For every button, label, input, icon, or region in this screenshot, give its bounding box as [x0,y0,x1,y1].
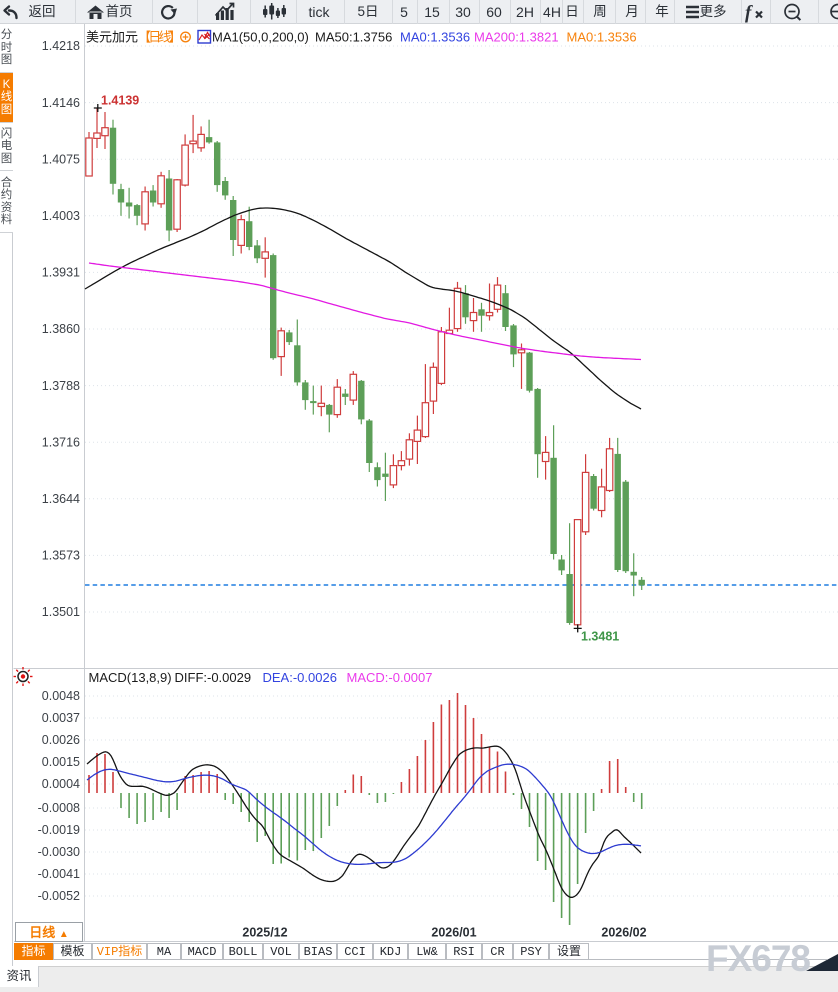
svg-text:1.3573: 1.3573 [42,549,80,563]
svg-text:MA50:1.3756: MA50:1.3756 [315,30,392,45]
svg-text:-0.0019: -0.0019 [38,823,80,837]
svg-text:MA200:1.3821: MA200:1.3821 [474,30,559,45]
svg-text:2026/02: 2026/02 [601,926,646,940]
svg-text:1.3644: 1.3644 [42,492,80,506]
svg-text:【日线】: 【日线】 [138,30,179,45]
svg-text:美元加元: 美元加元 [86,30,138,45]
svg-text:DEA:-0.0026: DEA:-0.0026 [263,670,337,685]
svg-text:0.0037: 0.0037 [42,711,80,725]
svg-text:0.0048: 0.0048 [42,689,80,703]
svg-text:f: f [745,3,753,24]
svg-text:1.4075: 1.4075 [42,152,80,166]
svg-text:0.0026: 0.0026 [42,733,80,747]
svg-text:1.3716: 1.3716 [42,435,80,449]
svg-text:1.3860: 1.3860 [42,322,80,336]
svg-text:0.0015: 0.0015 [42,755,80,769]
svg-text:1.3788: 1.3788 [42,379,80,393]
svg-text:1.3501: 1.3501 [42,605,80,619]
svg-text:-0.0030: -0.0030 [38,845,80,859]
svg-text:MA0:1.3536: MA0:1.3536 [567,30,637,45]
svg-text:1.3931: 1.3931 [42,266,80,280]
svg-text:1.4003: 1.4003 [42,209,80,223]
svg-text:MACD(13,8,9): MACD(13,8,9) [89,670,172,685]
svg-text:-0.0052: -0.0052 [38,889,80,903]
svg-text:MACD:-0.0007: MACD:-0.0007 [347,670,433,685]
svg-text:1.3481: 1.3481 [581,630,619,644]
svg-text:2026/01: 2026/01 [431,926,476,940]
svg-text:0.0004: 0.0004 [42,777,80,791]
svg-text:DIFF:-0.0029: DIFF:-0.0029 [175,670,252,685]
svg-text:1.4139: 1.4139 [101,94,139,108]
svg-text:MA1(50,0,200,0): MA1(50,0,200,0) [212,30,309,45]
svg-text:1.4146: 1.4146 [42,96,80,110]
svg-text:1.4218: 1.4218 [42,39,80,53]
svg-text:-0.0008: -0.0008 [38,801,80,815]
svg-text:-0.0041: -0.0041 [38,867,80,881]
svg-text:2025/12: 2025/12 [242,926,287,940]
svg-text:MA0:1.3536: MA0:1.3536 [400,30,470,45]
